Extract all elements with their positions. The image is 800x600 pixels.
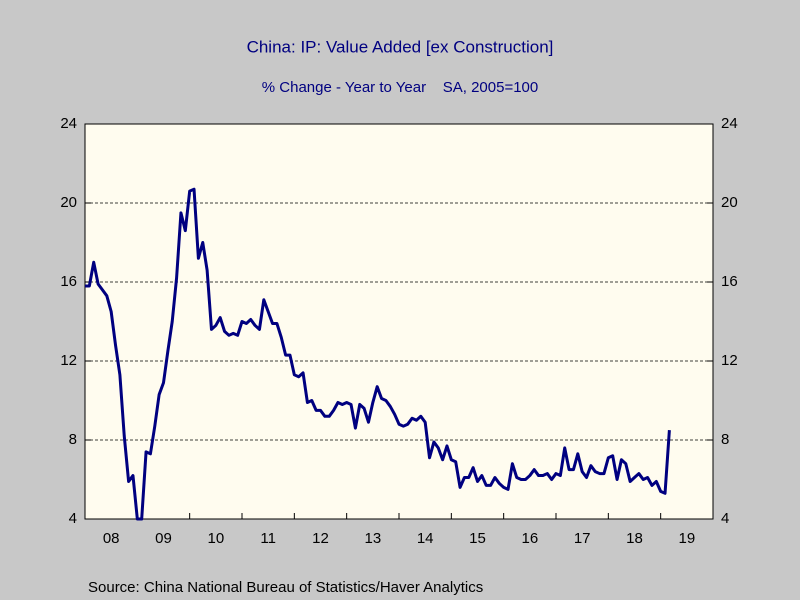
x-tick-label: 10 — [207, 530, 224, 547]
data-line — [85, 187, 671, 521]
y2-tick-label: 16 — [721, 273, 738, 290]
x-tick-label: 16 — [521, 530, 538, 547]
y-tick-label: 24 — [60, 115, 77, 132]
x-tick-label: 19 — [678, 530, 695, 547]
y2-tick-label: 12 — [721, 352, 738, 369]
y-tick-label: 12 — [60, 352, 77, 369]
y-tick-label: 16 — [60, 273, 77, 290]
x-tick-label: 18 — [626, 530, 643, 547]
x-tick-label: 14 — [417, 530, 434, 547]
x-tick-label: 13 — [364, 530, 381, 547]
y2-tick-label: 20 — [721, 194, 738, 211]
x-tick-label: 12 — [312, 530, 329, 547]
x-tick-label: 11 — [260, 530, 276, 547]
y2-tick-label: 24 — [721, 115, 738, 132]
x-tick-label: 15 — [469, 530, 486, 547]
x-tick-label: 09 — [155, 530, 172, 547]
x-tick-label: 08 — [103, 530, 120, 547]
plot-area — [84, 123, 714, 520]
chart-subtitle: % Change - Year to Year SA, 2005=100 — [262, 79, 538, 96]
y-tick-label: 4 — [69, 510, 77, 527]
x-tick-label: 17 — [574, 530, 591, 547]
y2-tick-label: 8 — [721, 431, 729, 448]
chart-title: China: IP: Value Added [ex Construction] — [247, 37, 554, 56]
y-tick-label: 8 — [69, 431, 77, 448]
y-tick-label: 20 — [60, 194, 77, 211]
y2-tick-label: 4 — [721, 510, 729, 527]
source-note: Source: China National Bureau of Statist… — [88, 579, 483, 596]
